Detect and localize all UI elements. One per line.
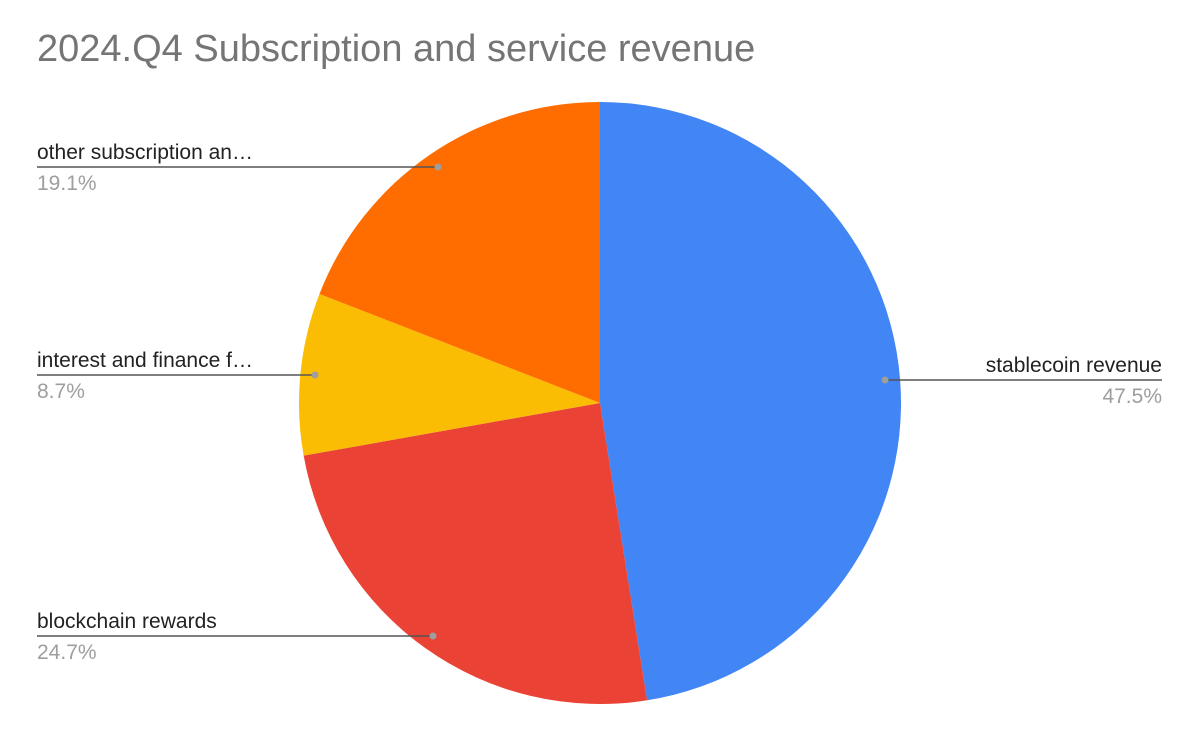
slice-percent-2: 8.7%: [37, 380, 85, 403]
pie-slice-3: [319, 102, 600, 403]
slice-percent-1: 24.7%: [37, 641, 97, 664]
chart-title: 2024.Q4 Subscription and service revenue: [37, 28, 756, 70]
slice-label-0: stablecoin revenue: [986, 354, 1162, 377]
slice-label-2: interest and finance f…: [37, 349, 253, 372]
slice-percent-0: 47.5%: [1102, 385, 1162, 408]
slice-label-3: other subscription an…: [37, 141, 253, 164]
slice-percent-3: 19.1%: [37, 172, 97, 195]
leader-dot-0: [881, 376, 889, 384]
slice-label-1: blockchain rewards: [37, 610, 217, 633]
pie-slice-0: [600, 102, 902, 701]
leader-dot-3: [434, 163, 442, 171]
leader-dot-2: [311, 371, 319, 379]
leader-dot-1: [429, 632, 437, 640]
pie-slice-1: [303, 403, 648, 705]
pie-slice-2: [299, 293, 600, 456]
